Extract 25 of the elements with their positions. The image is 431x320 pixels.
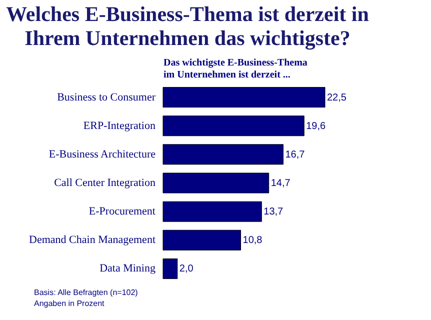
y-tick-label: Business to Consumer [57, 91, 156, 104]
y-tick-label: Demand Chain Management [29, 234, 156, 246]
y-tick-label: E-Procurement [88, 206, 156, 218]
bar [162, 144, 284, 165]
y-tick-label: E-Business Architecture [48, 148, 156, 160]
data-label: 13,7 [264, 206, 284, 218]
y-tick-label: ERP-Integration [83, 120, 156, 132]
bar [162, 258, 178, 279]
data-label: 16,7 [285, 149, 306, 160]
data-label: 2,0 [179, 264, 194, 275]
chart-subtitle: Das wichtigste E-Business-Thema im Unternehmen ist derzeit ... [164, 58, 308, 80]
bar [162, 230, 242, 250]
bar [162, 201, 262, 222]
bar [162, 116, 304, 136]
data-label: 10,8 [242, 235, 263, 246]
bar [162, 172, 270, 194]
y-tick-label: Call Center Integration [54, 177, 156, 189]
data-label: 19,6 [306, 120, 326, 132]
text: Basis: Alle Befragten (n=102) [34, 287, 139, 298]
chart-title: Welches E-Business-Thema ist derzeit in Ihrem Unternehmen das wichtigste? [6, 2, 370, 50]
bar [162, 87, 326, 108]
data-label: 14,7 [270, 178, 291, 189]
y-tick-label: Data Mining [100, 262, 156, 275]
text: Angaben in Prozent [34, 298, 106, 309]
data-label: 22,5 [327, 92, 347, 104]
